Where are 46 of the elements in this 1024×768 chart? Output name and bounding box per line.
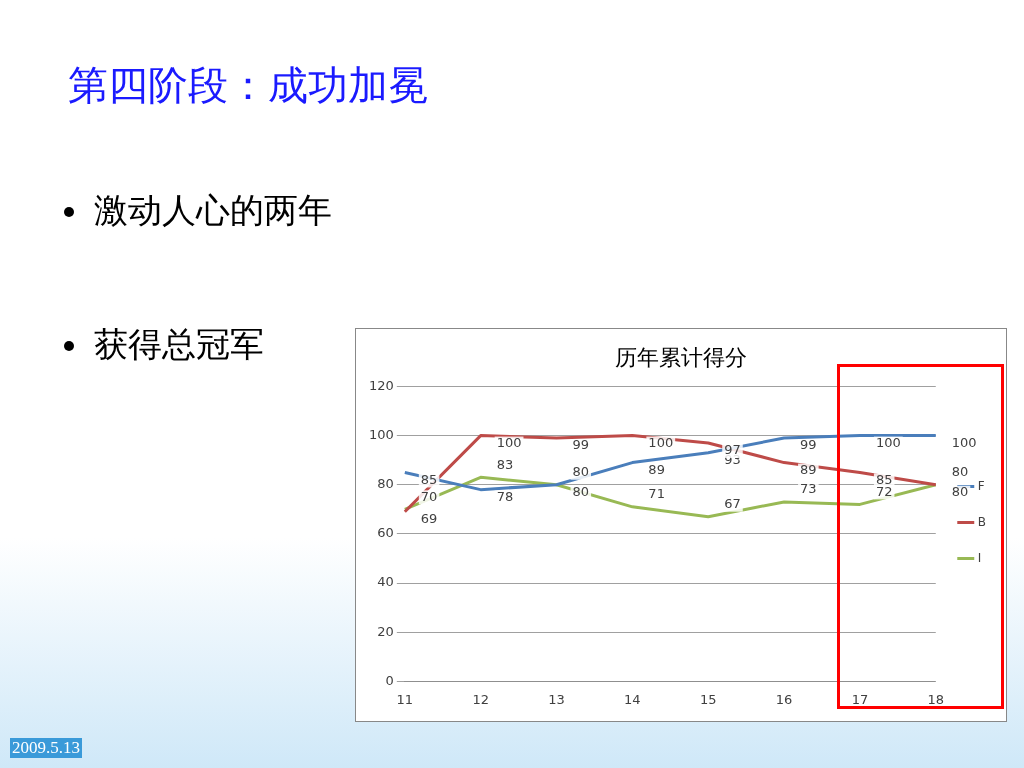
legend-label: I <box>977 550 982 565</box>
data-label: 80 <box>572 484 590 500</box>
x-tick-label: 15 <box>699 691 717 707</box>
text: 第四阶段：成功加冕 <box>68 61 428 110</box>
x-tick-label: 17 <box>851 691 869 707</box>
legend-label: B <box>977 514 986 529</box>
y-tick-label: 80 <box>377 476 394 492</box>
data-label: 70 <box>420 488 438 504</box>
data-label: 78 <box>496 489 514 505</box>
data-label: 72 <box>875 483 893 499</box>
data-label: 71 <box>648 486 665 502</box>
data-label: 97 <box>724 442 741 458</box>
data-label: 80 <box>951 484 969 500</box>
data-label: 100 <box>951 434 977 450</box>
x-tick-label: 18 <box>927 691 945 707</box>
y-tick-label: 60 <box>377 525 394 541</box>
data-label: 100 <box>648 434 674 450</box>
data-label: 67 <box>724 496 741 512</box>
x-tick-label: 14 <box>624 691 641 707</box>
x-tick-label: 12 <box>472 691 489 707</box>
chart-title: 历年累计得分 <box>615 344 747 370</box>
x-tick-label: 16 <box>775 691 793 707</box>
data-label: 80 <box>951 464 969 480</box>
data-label: 89 <box>800 461 817 477</box>
text: 获得总冠军 <box>94 323 264 366</box>
y-tick-label: 40 <box>377 574 394 590</box>
data-label: 100 <box>875 434 901 450</box>
data-label: 73 <box>800 481 817 497</box>
data-label: 85 <box>875 471 893 487</box>
data-label: 85 <box>420 471 438 487</box>
text: 激动人心的两年 <box>94 189 332 232</box>
y-tick-label: 0 <box>385 672 394 688</box>
data-label: 83 <box>496 456 514 472</box>
legend-label: F <box>977 478 985 493</box>
x-tick-label: 11 <box>396 691 414 707</box>
y-tick-label: 100 <box>368 426 394 442</box>
data-label: 89 <box>648 461 665 477</box>
y-tick-label: 120 <box>368 377 394 393</box>
y-tick-label: 20 <box>377 623 394 639</box>
text: 2009.5.13 <box>10 738 82 758</box>
data-label: 69 <box>420 511 438 527</box>
x-tick-label: 13 <box>548 691 565 707</box>
data-label: 99 <box>800 437 817 453</box>
data-label: 100 <box>496 434 522 450</box>
data-label: 80 <box>572 464 590 480</box>
data-label: 99 <box>572 437 590 453</box>
